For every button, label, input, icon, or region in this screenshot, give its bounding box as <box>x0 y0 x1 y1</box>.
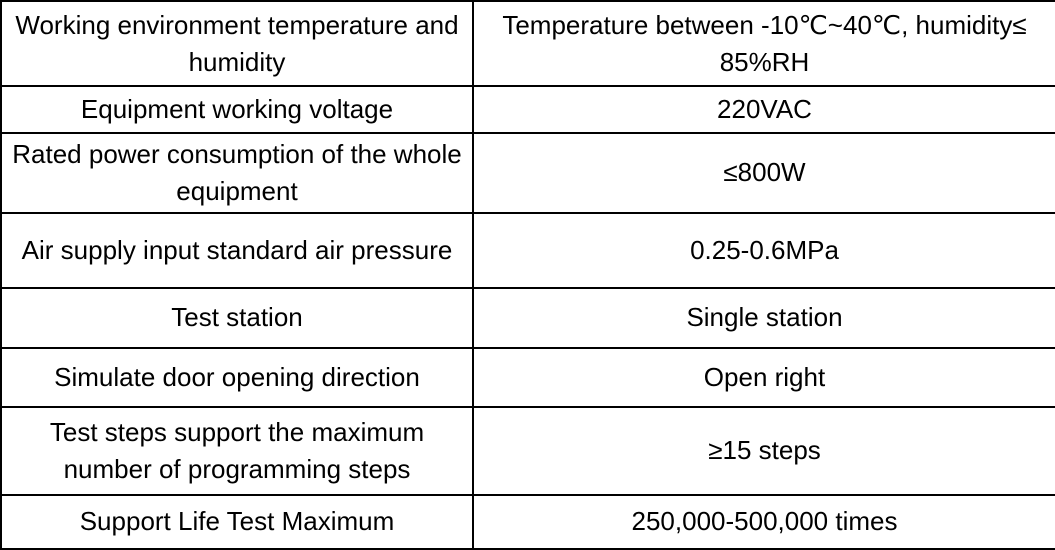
spec-parameter: Simulate door opening direction <box>0 346 474 408</box>
spec-parameter: Working environment temperature and humi… <box>0 0 474 87</box>
table-row: Test station Single station <box>0 286 1055 349</box>
spec-value: 250,000-500,000 times <box>472 493 1055 550</box>
spec-value: ≥15 steps <box>472 405 1055 496</box>
table-row: Simulate door opening direction Open rig… <box>0 346 1055 408</box>
spec-value: 0.25-0.6MPa <box>472 211 1055 289</box>
spec-parameter: Support Life Test Maximum <box>0 493 474 550</box>
spec-parameter: Air supply input standard air pressure <box>0 211 474 289</box>
spec-parameter: Rated power consumption of the whole equ… <box>0 132 474 214</box>
spec-value: ≤800W <box>472 132 1055 214</box>
spec-value: Temperature between -10℃~40℃, humidity≤ … <box>472 0 1055 87</box>
table-row: Equipment working voltage 220VAC <box>0 85 1055 134</box>
table-row: Air supply input standard air pressure 0… <box>0 211 1055 289</box>
table-row: Support Life Test Maximum 250,000-500,00… <box>0 493 1055 550</box>
spec-value: Open right <box>472 346 1055 408</box>
table-row: Rated power consumption of the whole equ… <box>0 132 1055 214</box>
table-row: Working environment temperature and humi… <box>0 0 1055 87</box>
spec-parameter: Test steps support the maximum number of… <box>0 405 474 496</box>
spec-value: Single station <box>472 286 1055 349</box>
spec-parameter: Equipment working voltage <box>0 85 474 134</box>
table-row: Test steps support the maximum number of… <box>0 405 1055 496</box>
spec-parameter: Test station <box>0 286 474 349</box>
spec-value: 220VAC <box>472 85 1055 134</box>
